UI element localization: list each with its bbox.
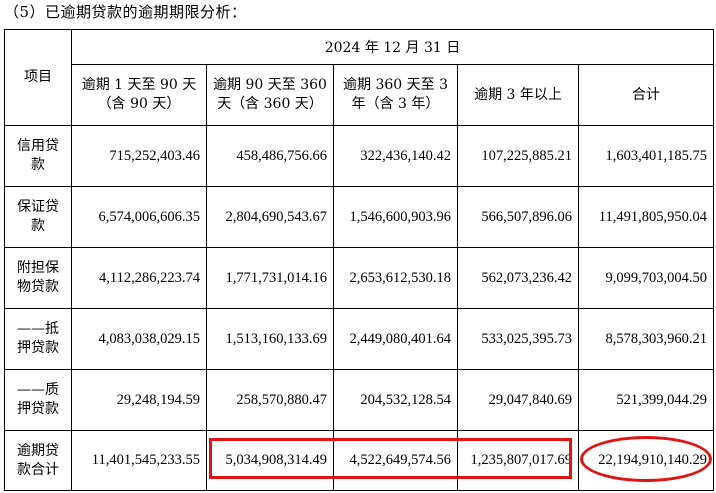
table-cell: 11,491,805,950.04 [578,186,714,248]
table-cell: 6,574,006,606.35 [71,186,207,248]
table-cell: 107,225,885.21 [457,125,579,187]
table-cell: 1,546,600,903.96 [333,186,458,248]
column-header: 合计 [578,64,714,126]
total-row: 逾期贷款合计 11,401,545,233.55 5,034,908,314.4… [4,430,714,491]
overdue-loans-table: 项目 2024 年 12 月 31 日 逾期 1 天至 90 天（含 90 天）… [4,29,714,491]
table-cell: 29,047,840.69 [457,369,579,431]
table-cell: 4,112,286,223.74 [71,247,207,309]
table-cell: 566,507,896.06 [457,186,579,248]
red-oval-highlight [580,436,712,482]
column-header: 逾期 1 天至 90 天（含 90 天） [71,64,207,126]
table-cell: 9,099,703,004.50 [578,247,714,309]
table-cell: 204,532,128.54 [333,369,458,431]
table-cell: 258,570,880.47 [206,369,334,431]
row-label: ——质押贷款 [4,369,72,431]
row-label: 信用贷款 [4,125,72,187]
table-cell: 458,486,756.66 [206,125,334,187]
header-row-2: 逾期 1 天至 90 天（含 90 天） 逾期 90 天至 360 天（含 36… [5,64,714,126]
column-header: 逾期 90 天至 360 天（含 360 天） [206,64,334,126]
table-cell: 2,449,080,401.64 [333,308,458,370]
table-cell: 1,513,160,133.69 [206,308,334,370]
table-cell: 521,399,044.29 [578,369,714,431]
section-heading: （5）已逾期贷款的逾期期限分析： [4,3,247,21]
row-label: 附担保物贷款 [4,247,72,309]
column-header: 逾期 360 天至 3 年（含 3 年） [333,64,458,126]
table-row: ——质押贷款 29,248,194.59 258,570,880.47 204,… [4,369,714,431]
item-header: 项目 [4,29,72,126]
table-cell: 2,653,612,530.18 [333,247,458,309]
red-rectangle-highlight [209,438,572,479]
table-cell: 322,436,140.42 [333,125,458,187]
table-cell: 11,401,545,233.55 [71,430,207,491]
table-row: 附担保物贷款 4,112,286,223.74 1,771,731,014.16… [4,247,714,309]
table-row: 保证贷款 6,574,006,606.35 2,804,690,543.67 1… [4,186,714,248]
row-label: 逾期贷款合计 [4,430,72,491]
table-row: 信用贷款 715,252,403.46 458,486,756.66 322,4… [4,125,714,187]
table-cell: 4,083,038,029.15 [71,308,207,370]
table-cell: 1,771,731,014.16 [206,247,334,309]
table-cell: 562,073,236.42 [457,247,579,309]
table-cell: 8,578,303,960.21 [578,308,714,370]
row-label: ——抵押贷款 [4,308,72,370]
table-cell: 533,025,395.73 [457,308,579,370]
table-cell: 1,603,401,185.75 [578,125,714,187]
date-header: 2024 年 12 月 31 日 [71,29,714,65]
header-row-1: 项目 2024 年 12 月 31 日 [4,29,714,126]
table-cell: 2,804,690,543.67 [206,186,334,248]
table-cell: 29,248,194.59 [71,369,207,431]
table-row: ——抵押贷款 4,083,038,029.15 1,513,160,133.69… [4,308,714,370]
table-cell: 715,252,403.46 [71,125,207,187]
row-label: 保证贷款 [4,186,72,248]
column-header: 逾期 3 年以上 [457,64,579,126]
